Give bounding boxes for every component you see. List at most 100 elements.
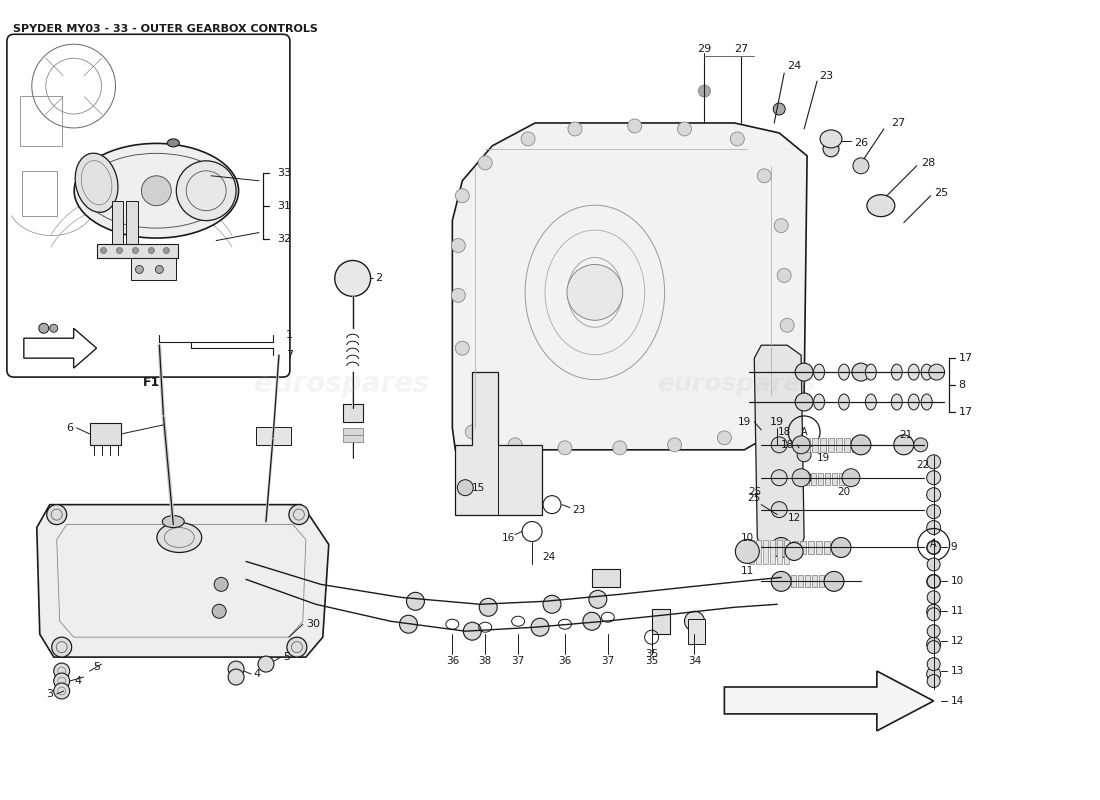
- Circle shape: [894, 435, 914, 455]
- Circle shape: [852, 158, 869, 174]
- Text: 9: 9: [950, 542, 957, 553]
- Text: 13: 13: [950, 666, 964, 676]
- Circle shape: [927, 591, 940, 604]
- Text: 12: 12: [950, 636, 964, 646]
- Circle shape: [926, 455, 940, 469]
- Circle shape: [543, 595, 561, 614]
- Circle shape: [148, 247, 154, 254]
- Circle shape: [785, 542, 803, 561]
- Circle shape: [926, 470, 940, 485]
- Circle shape: [451, 238, 465, 253]
- Circle shape: [678, 122, 692, 136]
- Bar: [818, 473, 823, 485]
- Bar: [821, 438, 826, 452]
- Circle shape: [465, 425, 480, 439]
- Ellipse shape: [909, 394, 920, 410]
- Circle shape: [47, 505, 67, 525]
- Text: 20: 20: [837, 486, 850, 497]
- Bar: [792, 541, 799, 554]
- Circle shape: [851, 435, 871, 455]
- Bar: [808, 541, 814, 554]
- Ellipse shape: [814, 394, 825, 410]
- Circle shape: [287, 637, 307, 657]
- Bar: [343, 428, 363, 435]
- Circle shape: [135, 266, 143, 274]
- Bar: [770, 539, 776, 565]
- Text: 30: 30: [306, 619, 320, 630]
- Bar: [816, 541, 822, 554]
- Bar: [828, 438, 834, 452]
- Circle shape: [155, 266, 163, 274]
- Text: 26: 26: [854, 138, 868, 148]
- Circle shape: [928, 364, 945, 380]
- Circle shape: [480, 598, 497, 616]
- Circle shape: [851, 363, 870, 381]
- Circle shape: [558, 441, 572, 455]
- Bar: [784, 541, 790, 554]
- Polygon shape: [455, 372, 542, 514]
- Bar: [688, 619, 705, 644]
- Circle shape: [289, 505, 309, 525]
- Bar: [778, 539, 782, 565]
- Text: 27: 27: [891, 118, 905, 128]
- Circle shape: [451, 288, 465, 302]
- Circle shape: [407, 592, 425, 610]
- Bar: [89, 423, 121, 445]
- Circle shape: [927, 674, 940, 687]
- Ellipse shape: [921, 364, 932, 380]
- Text: 19: 19: [738, 417, 751, 427]
- Text: 11: 11: [950, 606, 964, 616]
- Circle shape: [258, 656, 274, 672]
- Circle shape: [774, 218, 789, 233]
- Circle shape: [399, 615, 418, 633]
- Circle shape: [566, 265, 623, 320]
- Text: 18: 18: [781, 440, 794, 450]
- Bar: [784, 539, 789, 565]
- Text: 10: 10: [950, 576, 964, 586]
- Text: eurospares: eurospares: [254, 370, 429, 398]
- Circle shape: [914, 438, 927, 452]
- Bar: [132, 258, 176, 281]
- Circle shape: [792, 469, 810, 486]
- Circle shape: [926, 637, 940, 651]
- Circle shape: [778, 269, 791, 282]
- Circle shape: [771, 470, 788, 486]
- Circle shape: [760, 411, 774, 425]
- Polygon shape: [36, 505, 329, 657]
- Circle shape: [778, 368, 791, 382]
- Circle shape: [771, 538, 791, 558]
- Bar: [851, 438, 858, 452]
- Text: 24: 24: [542, 553, 556, 562]
- Circle shape: [792, 436, 810, 454]
- Bar: [812, 575, 817, 587]
- Bar: [20, 96, 62, 146]
- Circle shape: [771, 502, 788, 518]
- Circle shape: [176, 161, 236, 221]
- Ellipse shape: [891, 394, 902, 410]
- Text: 23: 23: [572, 505, 585, 514]
- Circle shape: [117, 247, 122, 254]
- Text: 5: 5: [94, 662, 100, 672]
- Ellipse shape: [867, 194, 894, 217]
- Text: 1: 1: [286, 330, 293, 340]
- Text: 15: 15: [472, 482, 485, 493]
- Circle shape: [927, 575, 940, 588]
- Text: 25: 25: [934, 188, 948, 198]
- Text: 6: 6: [67, 423, 74, 433]
- Circle shape: [736, 539, 759, 563]
- Text: 4: 4: [74, 676, 81, 686]
- Ellipse shape: [921, 394, 932, 410]
- Circle shape: [50, 324, 57, 332]
- Text: 17: 17: [958, 353, 972, 363]
- Circle shape: [926, 574, 940, 588]
- Text: 25: 25: [748, 493, 761, 502]
- Bar: [811, 473, 816, 485]
- Circle shape: [39, 323, 48, 334]
- Circle shape: [228, 661, 244, 677]
- Text: 37: 37: [512, 656, 525, 666]
- Circle shape: [824, 571, 844, 591]
- Bar: [805, 575, 810, 587]
- Bar: [799, 575, 803, 587]
- Circle shape: [927, 641, 940, 654]
- Circle shape: [212, 604, 227, 618]
